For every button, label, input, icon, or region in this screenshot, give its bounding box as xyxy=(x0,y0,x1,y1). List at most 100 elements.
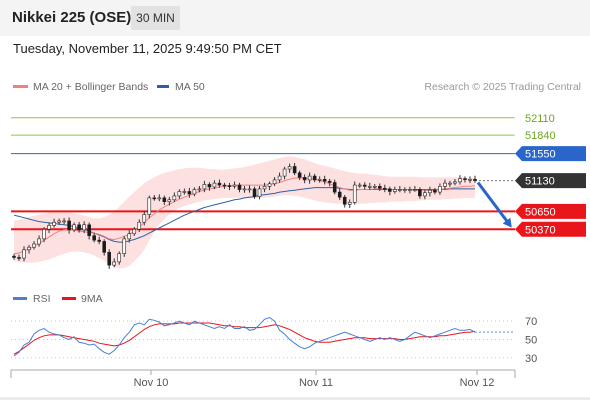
candle-down xyxy=(237,184,242,190)
price-panel: 52110 51840 51550 51130 50650 50370 xyxy=(11,109,587,269)
candle-up xyxy=(27,246,31,251)
candle-up xyxy=(247,188,252,191)
legend-label-9ma: 9MA xyxy=(81,293,103,305)
instrument-title: Nikkei 225 (OSE) xyxy=(12,9,132,26)
candle-down xyxy=(67,220,71,231)
candle-up xyxy=(137,221,142,230)
tick-label-nov11: Nov 11 xyxy=(299,377,333,389)
candle-up xyxy=(458,178,462,183)
candle-up xyxy=(347,202,352,205)
candle-down xyxy=(463,178,467,180)
level-label-51840: 51840 xyxy=(525,130,556,142)
candle-up xyxy=(262,186,267,190)
candle-up xyxy=(287,166,292,170)
candle-up xyxy=(32,243,36,248)
candle-up xyxy=(177,191,182,197)
candle-up xyxy=(443,182,447,187)
candle-up xyxy=(47,225,51,230)
candle-up xyxy=(438,186,442,193)
candle-up xyxy=(202,184,207,190)
candle-down xyxy=(107,252,112,266)
forecast-arrow-head xyxy=(502,217,512,228)
candle-up xyxy=(147,197,152,215)
candle-up xyxy=(192,189,197,195)
legend-label-ma20-bb: MA 20 + Bollinger Bands xyxy=(33,81,148,93)
candle-down xyxy=(207,184,212,188)
candle-up xyxy=(272,179,277,185)
legend-label-rsi: RSI xyxy=(33,293,51,305)
candle-up xyxy=(372,186,377,188)
rsi-tick-label-70: 70 xyxy=(525,316,537,328)
candle-up xyxy=(267,183,272,187)
level-label-51130: 51130 xyxy=(525,176,555,188)
level-label-52110: 52110 xyxy=(525,113,555,125)
level-label-box-50650 xyxy=(515,203,586,219)
candle-up xyxy=(37,238,41,245)
level-label-box-50370 xyxy=(515,221,586,237)
level-label-box-52110 xyxy=(514,109,587,126)
forecast-arrow-shaft xyxy=(476,181,512,227)
header-bar: Nikkei 225 (OSE) 30 MIN xyxy=(0,0,590,36)
candle-down xyxy=(473,178,477,181)
candle-down xyxy=(312,175,317,181)
candle-down xyxy=(418,189,422,197)
candle-down xyxy=(102,241,106,253)
candle-down xyxy=(362,184,367,187)
legend-swatch-ma20-bb xyxy=(13,85,28,88)
candle-up xyxy=(212,182,217,188)
candle-up xyxy=(448,182,452,185)
candle-down xyxy=(383,187,387,190)
legend-swatch-rsi xyxy=(13,297,27,300)
timeframe-badge[interactable]: 30 MIN xyxy=(131,6,180,30)
candle-up xyxy=(197,188,202,191)
candle-up xyxy=(453,181,457,184)
level-label-box-51840 xyxy=(514,127,587,144)
candle-up xyxy=(82,224,86,231)
candle-up xyxy=(57,220,61,223)
candle-down xyxy=(187,191,192,195)
candle-up xyxy=(182,191,187,193)
rsi-tick-label-50: 50 xyxy=(525,335,537,347)
candle-up xyxy=(117,253,122,263)
candle-down xyxy=(302,177,307,181)
candle-up xyxy=(122,238,127,254)
candle-down xyxy=(227,185,232,187)
candle-down xyxy=(92,235,96,241)
candle-down xyxy=(297,172,302,178)
candle-down xyxy=(77,224,81,231)
candle-down xyxy=(97,239,101,242)
candle-down xyxy=(433,189,437,193)
rsi-legend: RSI 9MA xyxy=(13,293,103,305)
candle-up xyxy=(403,189,407,191)
candle-up xyxy=(112,261,117,266)
candle-up xyxy=(307,175,312,181)
level-label-box-51130 xyxy=(515,173,586,189)
candle-up xyxy=(408,189,412,191)
candle-up xyxy=(393,189,397,192)
research-credit: Research © 2025 Trading Central xyxy=(424,81,581,93)
candle-up xyxy=(127,233,132,240)
tick-label-nov10: Nov 10 xyxy=(134,377,169,389)
candle-up xyxy=(242,188,247,191)
candle-up xyxy=(257,188,262,197)
candle-down xyxy=(252,188,257,197)
candle-up xyxy=(232,184,237,187)
candle-up xyxy=(357,184,362,187)
legend-label-ma50: MA 50 xyxy=(175,81,205,93)
level-label-50370: 50370 xyxy=(525,224,556,236)
candle-down xyxy=(222,184,227,187)
candle-up xyxy=(277,175,282,181)
chart-datetime: Tuesday, November 11, 2025 9:49:50 PM CE… xyxy=(13,41,282,56)
candle-down xyxy=(292,166,297,174)
candle-down xyxy=(162,197,167,203)
candle-up xyxy=(423,192,427,197)
legend-swatch-9ma xyxy=(62,297,76,300)
level-label-box-51550 xyxy=(515,146,586,162)
legend-swatch-ma50 xyxy=(157,85,169,88)
rsi-9ma-line xyxy=(13,322,476,355)
candle-up xyxy=(398,189,402,191)
rsi-panel: 70 50 30 xyxy=(11,316,537,365)
candle-up xyxy=(352,184,357,203)
main-legend: MA 20 + Bollinger Bands MA 50 Research ©… xyxy=(13,81,581,93)
